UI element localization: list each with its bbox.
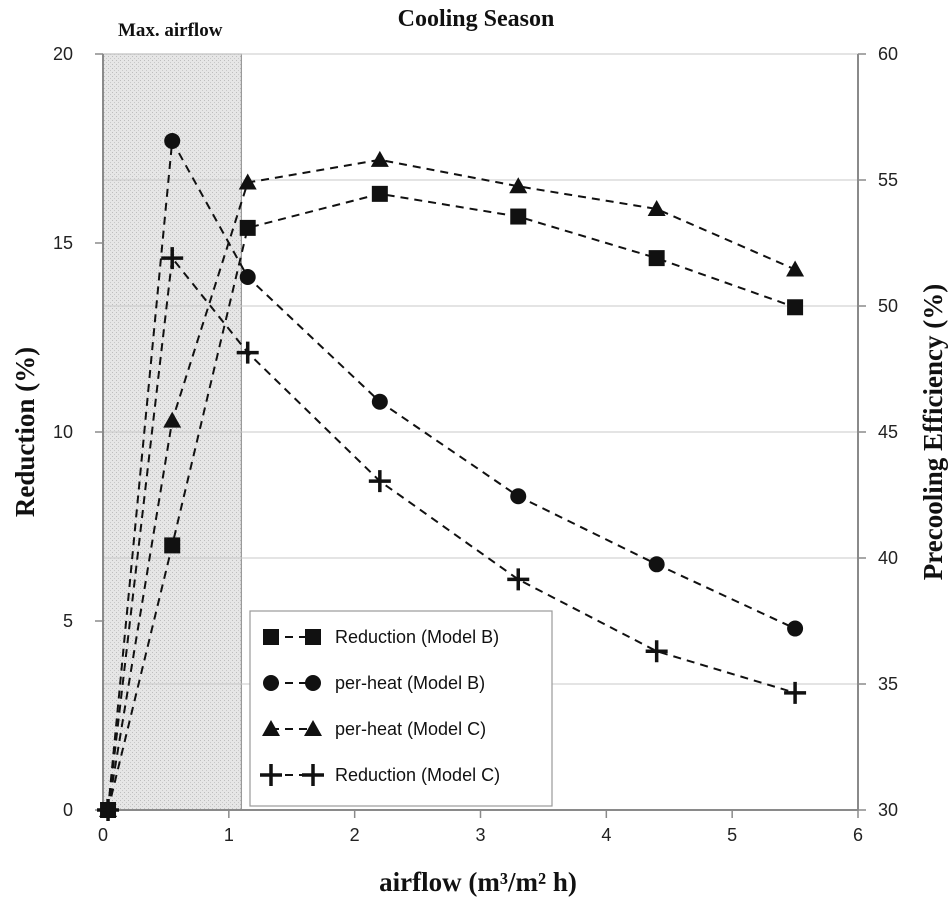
- data-point-square: [787, 299, 804, 316]
- legend-marker-plus: [302, 764, 324, 786]
- data-point-circle: [648, 556, 665, 573]
- x-axis-title: airflow (m³/m² h): [379, 867, 577, 897]
- y2-tick-label: 40: [878, 548, 898, 568]
- y2-tick-label: 35: [878, 674, 898, 694]
- data-point-plus: [97, 799, 120, 821]
- y2-tick-label: 60: [878, 44, 898, 64]
- x-tick-label: 0: [98, 825, 108, 845]
- y2-axis-title: Precooling Efficiency (%): [918, 284, 948, 580]
- legend-label: Reduction (Model C): [335, 765, 500, 785]
- x-tick-label: 4: [601, 825, 611, 845]
- data-point-plus: [507, 568, 530, 591]
- data-point-triangle: [786, 260, 805, 277]
- legend-marker-square: [305, 629, 321, 645]
- data-point-square: [648, 250, 665, 267]
- data-point-circle: [787, 620, 804, 637]
- data-point-square: [164, 537, 181, 554]
- data-point-triangle: [238, 173, 257, 190]
- y-tick-label: 0: [63, 800, 73, 820]
- data-point-plus: [784, 681, 807, 704]
- x-tick-label: 5: [727, 825, 737, 845]
- legend-marker-triangle: [304, 720, 322, 736]
- data-point-triangle: [647, 199, 666, 216]
- data-point-square: [239, 219, 256, 236]
- x-tick-label: 6: [853, 825, 863, 845]
- legend: Reduction (Model B) per-heat (Model B) per…: [249, 610, 553, 807]
- legend-marker-square: [263, 629, 279, 645]
- legend-box: [249, 610, 553, 807]
- legend-label: Reduction (Model B): [335, 627, 499, 647]
- y-axis-title: Reduction (%): [10, 347, 40, 517]
- y2-tick-label: 55: [878, 170, 898, 190]
- data-point-plus: [236, 341, 259, 364]
- y-tick-label: 10: [53, 422, 73, 442]
- shaded-region-label: Max. airflow: [118, 20, 223, 41]
- series-3: [99, 150, 805, 817]
- legend-marker-triangle: [262, 720, 280, 736]
- data-point-triangle: [509, 177, 528, 194]
- data-point-triangle: [163, 411, 182, 428]
- data-point-square: [371, 185, 388, 202]
- y2-tick-label: 45: [878, 422, 898, 442]
- data-point-plus: [645, 640, 668, 663]
- series-4: [97, 247, 807, 821]
- legend-label: per-heat (Model C): [335, 719, 486, 739]
- data-point-circle: [164, 132, 181, 149]
- chart-title: Cooling Season: [398, 6, 555, 32]
- y2-tick-label: 50: [878, 296, 898, 316]
- data-point-plus: [368, 470, 391, 493]
- y-tick-label: 15: [53, 233, 73, 253]
- x-tick-label: 2: [350, 825, 360, 845]
- y2-tick-label: 30: [878, 800, 898, 820]
- data-point-circle: [510, 488, 527, 505]
- x-tick-label: 3: [475, 825, 485, 845]
- data-point-plus: [161, 247, 184, 270]
- data-point-circle: [371, 393, 388, 410]
- y-tick-label: 20: [53, 44, 73, 64]
- data-point-triangle: [370, 150, 389, 167]
- data-point-square: [510, 208, 527, 225]
- legend-marker-plus: [260, 764, 282, 786]
- data-point-circle: [239, 269, 256, 286]
- legend-label: per-heat (Model B): [335, 673, 485, 693]
- x-tick-label: 1: [224, 825, 234, 845]
- legend-marker-circle: [263, 675, 279, 691]
- y-tick-label: 5: [63, 611, 73, 631]
- legend-marker-circle: [305, 675, 321, 691]
